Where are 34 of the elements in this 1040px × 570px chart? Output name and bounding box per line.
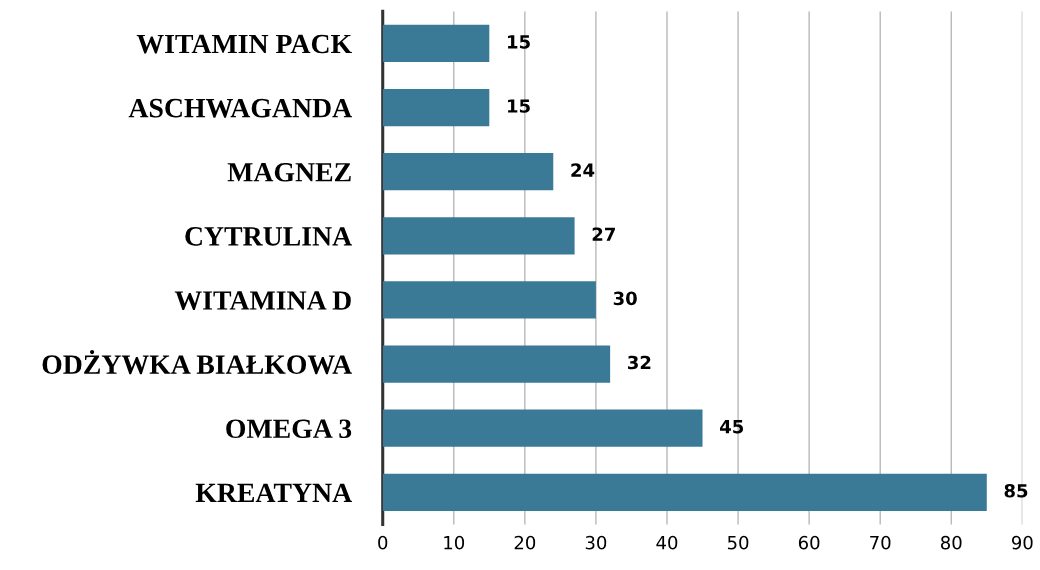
y-tick-label: KREATYNA [195, 483, 352, 502]
y-tick-label: MAGNEZ [227, 162, 351, 182]
x-tick-label: 80 [940, 535, 962, 550]
bar [382, 409, 703, 447]
data-label: 30 [613, 291, 637, 306]
bar [382, 217, 575, 255]
bar [382, 153, 554, 191]
bar [382, 281, 596, 319]
bar [382, 24, 490, 63]
x-tick-label: 70 [870, 535, 891, 550]
y-tick-label: WITAMIN PACK [136, 34, 352, 54]
x-tick-label: 30 [585, 535, 607, 550]
data-label: 32 [628, 355, 651, 370]
x-tick-label: 50 [727, 535, 749, 550]
y-tick-label: ASCHWAGANDA [128, 98, 352, 118]
x-tick-label: 10 [444, 535, 465, 550]
x-tick-label: 90 [1011, 535, 1033, 550]
y-tick-label: ODŻYWKA BIAŁKOWA [42, 350, 352, 375]
y-tick-label: WITAMINA D [174, 291, 351, 311]
bar [382, 345, 611, 383]
bar [382, 473, 987, 511]
data-label: 15 [508, 35, 530, 49]
data-label: 24 [571, 163, 595, 177]
x-tick-label: 0 [378, 535, 388, 550]
x-tick-label: 40 [656, 535, 678, 550]
x-tick-label: 20 [514, 535, 536, 550]
data-label: 45 [720, 420, 744, 434]
y-tick-label: OMEGA 3 [226, 419, 352, 439]
data-label: 15 [508, 99, 530, 113]
data-label: 27 [592, 227, 615, 241]
data-label: 85 [1004, 483, 1028, 498]
bar [382, 88, 490, 127]
y-tick-label: CYTRULINA [185, 227, 352, 246]
x-tick-label: 60 [798, 535, 820, 550]
